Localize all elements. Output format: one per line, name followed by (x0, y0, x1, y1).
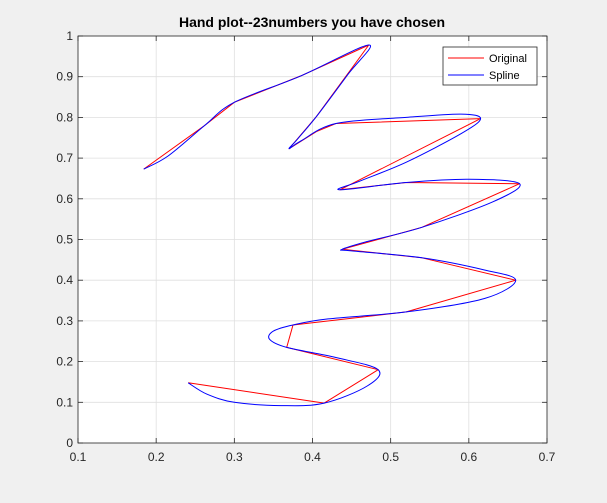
tick-labels: 0.1 0.2 0.3 0.4 0.5 0.6 0.700.10.20.30.40.50.6… (56, 29, 555, 464)
ticks (77, 35, 548, 444)
y-tick-label: 0 (66, 436, 73, 450)
x-tick-label: 0.2 (148, 450, 165, 464)
legend-label-spline: Spline (489, 70, 520, 82)
legend-label-original: Original (489, 53, 527, 65)
y-tick-label: 0.8 (56, 110, 73, 124)
legend: Original Spline (442, 46, 538, 86)
x-tick-label: 0.5 (382, 450, 399, 464)
y-tick-label: 0.3 (56, 314, 73, 328)
x-tick-label: 0.1 (70, 450, 87, 464)
legend-box (442, 46, 538, 86)
x-tick-label: 0.4 (304, 450, 321, 464)
y-tick-label: 0.1 (56, 395, 73, 409)
y-tick-label: 0.4 (56, 273, 73, 287)
y-tick-label: 0.6 (56, 192, 73, 206)
x-tick-label: 0.3 (226, 450, 243, 464)
series-line-spline (143, 44, 521, 407)
y-tick-label: 0.5 (56, 233, 73, 247)
y-tick-label: 0.9 (56, 70, 73, 84)
chart-title: Hand plot--23numbers you have chosen (179, 14, 445, 30)
y-tick-label: 0.7 (56, 151, 73, 165)
y-tick-label: 0.2 (56, 355, 73, 369)
series-group (143, 44, 521, 407)
x-tick-label: 0.6 (460, 450, 477, 464)
x-tick-label: 0.7 (539, 450, 556, 464)
y-tick-label: 1 (66, 29, 73, 43)
